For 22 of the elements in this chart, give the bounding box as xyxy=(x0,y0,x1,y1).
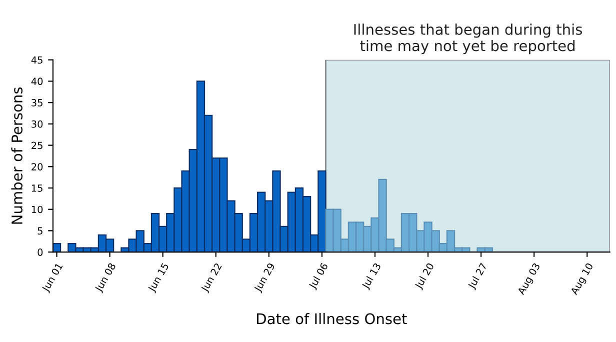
band-label: Illnesses that began during this time may not yet be reported xyxy=(354,24,582,54)
y-tick-label: 5 xyxy=(38,227,42,235)
x-tick-label: Jul 13 xyxy=(361,262,383,290)
y-tick-label: 30 xyxy=(32,120,43,128)
x-tick-label: Jun 29 xyxy=(253,262,277,294)
y-tick-label: 40 xyxy=(31,78,43,86)
x-tick-label: Jul 20 xyxy=(414,262,436,290)
y-tick-label: 25 xyxy=(32,142,42,150)
x-axis-title: Date of Illness Onset xyxy=(257,312,407,324)
y-tick-label: 10 xyxy=(32,206,43,214)
y-tick-label: 45 xyxy=(31,56,42,64)
y-tick-label: 15 xyxy=(32,184,42,192)
x-tick-label: Jun 22 xyxy=(200,262,224,294)
x-tick-label: Jun 01 xyxy=(41,262,64,294)
x-tick-label: Jun 15 xyxy=(148,262,170,294)
x-tick-label: Jul 06 xyxy=(308,262,330,290)
x-tick-label: Jun 08 xyxy=(94,262,118,294)
x-tick-label: Jul 27 xyxy=(467,262,489,290)
y-axis-title: Number of Persons xyxy=(11,87,22,224)
y-tick-label: 0 xyxy=(38,248,43,256)
y-tick-label: 35 xyxy=(32,99,42,106)
y-tick-label: 20 xyxy=(32,163,43,170)
